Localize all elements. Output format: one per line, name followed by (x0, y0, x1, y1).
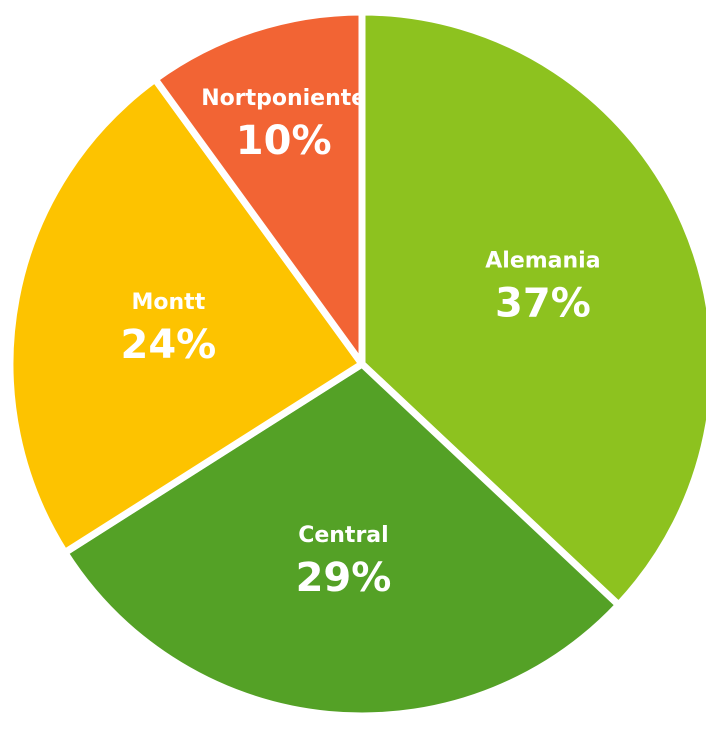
pie-slice (6, 75, 366, 557)
slice-value-label: 37% (495, 281, 591, 327)
pie-slice (358, 8, 706, 609)
slice-value-label: 24% (120, 322, 216, 368)
slice-name: Alemania (485, 249, 600, 274)
slice-name: Central (298, 523, 388, 548)
pie-slice (61, 360, 623, 720)
pie-slice (151, 8, 366, 368)
slice-value-label: 10% (236, 118, 332, 164)
slice-name: Montt (132, 290, 206, 315)
slice-value-label: 29% (296, 555, 392, 601)
slice-name: Nortponiente (201, 86, 366, 111)
